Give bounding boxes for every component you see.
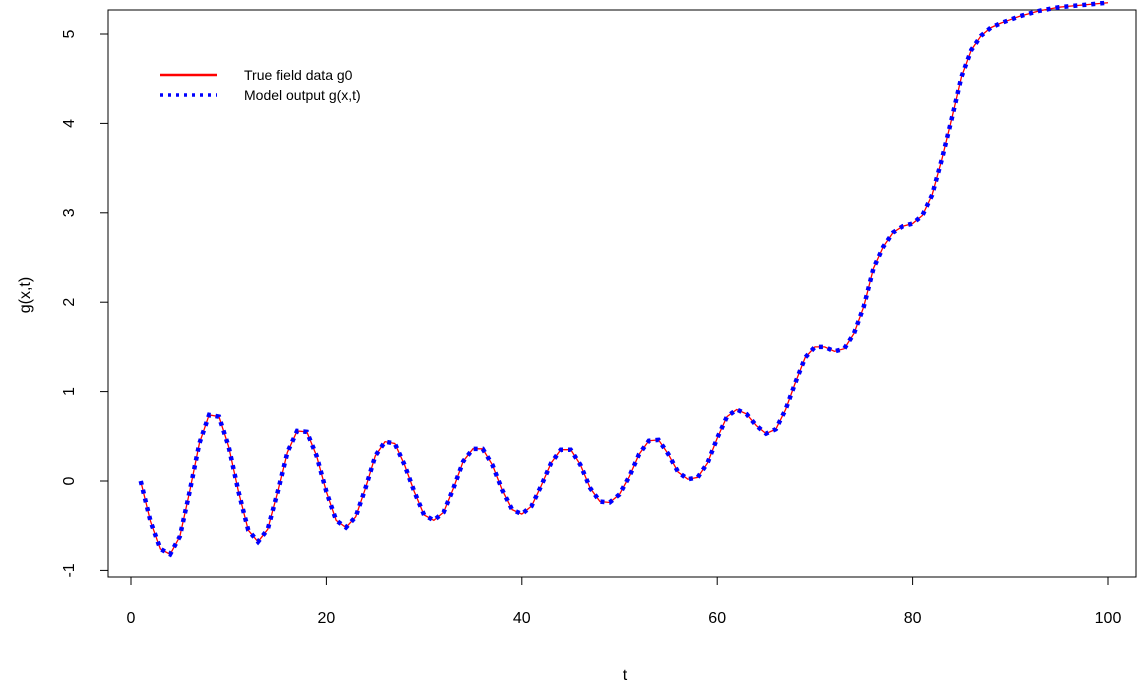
legend: True field data g0 Model output g(x,t) <box>160 67 361 103</box>
x-axis: 0 20 40 60 80 100 <box>127 576 1122 627</box>
y-axis: -1 0 1 2 3 4 5 <box>61 29 109 578</box>
y-tick-label: 0 <box>61 476 78 485</box>
legend-label-model-output: Model output g(x,t) <box>244 87 361 103</box>
y-axis-title: g(x,t) <box>17 277 34 313</box>
x-tick-label: 0 <box>127 610 136 627</box>
x-tick-label: 80 <box>904 610 922 627</box>
y-tick-label: 4 <box>61 119 78 128</box>
y-tick-label: -1 <box>61 563 78 577</box>
x-tick-label: 60 <box>708 610 726 627</box>
x-tick-label: 40 <box>513 610 531 627</box>
series-line-true-field <box>140 2 1109 556</box>
y-tick-label: 2 <box>61 298 78 307</box>
series-layer <box>138 0 1109 558</box>
series-line-model-output <box>138 0 1109 558</box>
x-tick-label: 100 <box>1095 610 1122 627</box>
x-tick-label: 20 <box>318 610 336 627</box>
legend-label-true-field: True field data g0 <box>244 67 353 83</box>
y-tick-label: 1 <box>61 387 78 396</box>
x-axis-title: t <box>623 667 628 684</box>
y-tick-label: 3 <box>61 208 78 217</box>
y-tick-label: 5 <box>61 29 78 38</box>
